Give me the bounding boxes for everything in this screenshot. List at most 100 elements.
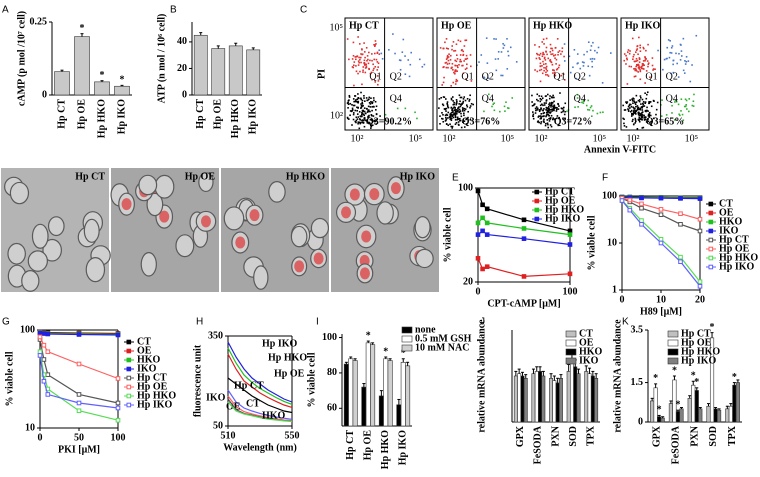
cell-dot	[367, 109, 369, 112]
cell-dot	[532, 115, 534, 117]
cell-dot	[360, 115, 362, 118]
cell-dot	[494, 58, 497, 60]
cell-dot	[640, 113, 642, 115]
cell-dot	[455, 113, 458, 115]
cell-dot	[634, 75, 637, 78]
curve-label: CT	[246, 398, 260, 409]
cell-dot	[642, 126, 645, 129]
cell-dot	[564, 117, 566, 120]
cell-dot	[469, 54, 472, 56]
cell-dot	[361, 83, 363, 86]
bar	[584, 371, 589, 423]
cell-dot	[627, 105, 630, 108]
cell-dot	[353, 104, 356, 107]
cell	[290, 225, 308, 248]
cell-dot	[361, 101, 364, 104]
cell-dot	[647, 65, 649, 68]
cell-dot	[378, 49, 381, 52]
bar	[534, 371, 539, 423]
cell-dot	[442, 81, 445, 84]
cell-dot	[538, 95, 541, 97]
cell-dot	[563, 43, 566, 45]
bar	[706, 405, 711, 423]
cell-dot	[623, 125, 626, 127]
cell-dot	[645, 97, 648, 100]
cell-dot	[456, 116, 459, 119]
x-tick-label: GPX	[515, 425, 526, 447]
cell-dot	[460, 126, 463, 129]
cell-dot	[348, 58, 350, 61]
cell-dot	[582, 100, 585, 103]
cell-dot	[628, 65, 631, 68]
data-point	[484, 232, 490, 237]
cell-dot	[451, 45, 453, 47]
cell	[31, 223, 49, 249]
cell-dot	[360, 61, 362, 64]
data-point	[480, 228, 485, 234]
data-point	[76, 408, 82, 414]
cell-dot	[672, 59, 675, 62]
legend-marker	[534, 189, 540, 195]
cell-dot	[541, 97, 544, 99]
x-axis-label: PKI [μM]	[58, 444, 100, 455]
cell-dot	[439, 47, 442, 49]
cell-dot	[358, 56, 360, 59]
cell-dot	[444, 120, 447, 122]
cell-dot	[678, 52, 680, 55]
cell-dot	[635, 113, 637, 115]
cell-dot	[448, 62, 451, 65]
stained-cell	[341, 206, 352, 219]
cell-dot	[363, 63, 366, 66]
cell-dot	[364, 71, 367, 74]
x-tick-label: Hp OE	[363, 430, 374, 461]
y-tick-label: 10	[607, 237, 617, 248]
cell-dot	[359, 58, 361, 61]
data-point	[484, 264, 490, 269]
bar	[541, 375, 546, 423]
cell-dot	[465, 67, 468, 70]
y-tick-label: 10²	[330, 110, 343, 121]
data-point	[76, 392, 82, 397]
cell-dot	[685, 104, 688, 106]
cell-dot	[408, 75, 411, 78]
cell-dot	[642, 67, 644, 70]
cell-dot	[549, 109, 551, 111]
x-tick-label: 0	[620, 294, 625, 305]
cell-dot	[453, 101, 455, 104]
cell-dot	[549, 95, 551, 97]
cell-dot	[458, 103, 461, 105]
legend-label: Hp OE	[719, 243, 750, 254]
cell-dot	[380, 52, 383, 55]
cell-dot	[354, 100, 356, 103]
cell-dot	[546, 113, 548, 116]
cell-dot	[455, 110, 458, 113]
cell-dot	[627, 108, 629, 110]
cell-dot	[376, 69, 379, 71]
cell-dot	[642, 101, 645, 103]
legend-label: Hp IKO	[681, 355, 717, 366]
data-point	[115, 400, 121, 406]
cell-dot	[363, 114, 366, 117]
cell-dot	[577, 106, 579, 108]
cell-dot	[583, 61, 585, 64]
cell-dot	[547, 126, 550, 129]
cell-dot	[547, 110, 550, 113]
cell-dot	[346, 102, 349, 104]
cell-dot	[634, 117, 637, 120]
cell-dot	[632, 97, 634, 100]
cell-dot	[550, 106, 552, 108]
cell-dot	[452, 100, 454, 102]
cell-dot	[639, 96, 642, 99]
cell-dot	[682, 69, 685, 72]
cell-dot	[347, 107, 349, 109]
data-point	[480, 202, 485, 208]
y-tick-label: 3.5	[631, 324, 644, 335]
cell-dot	[547, 113, 550, 116]
cell-dot	[452, 107, 454, 110]
cell-dot	[358, 43, 361, 45]
cell-dot	[392, 33, 394, 35]
cell-dot	[643, 114, 645, 117]
cell-dot	[684, 98, 687, 101]
cell-dot	[542, 104, 544, 107]
cell-dot	[541, 115, 543, 118]
